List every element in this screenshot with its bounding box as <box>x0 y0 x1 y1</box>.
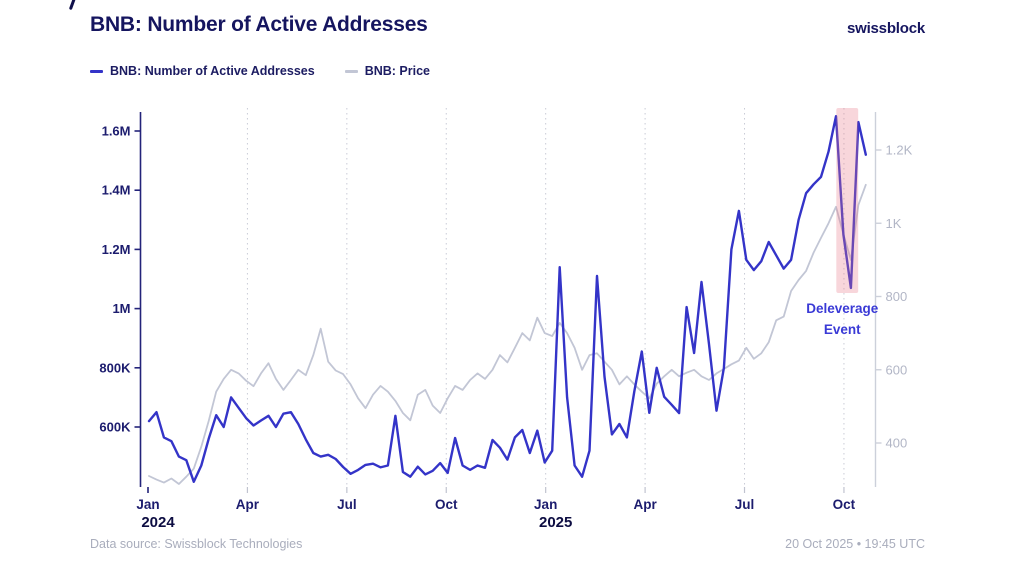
legend-item-price: BNB: Price <box>344 64 430 78</box>
deleverage-event-band <box>836 108 859 293</box>
right-axis-label: 400 <box>886 436 908 451</box>
series-line-price <box>148 183 867 485</box>
right-axis-label: 600 <box>886 362 908 377</box>
x-axis-label: Apr <box>236 497 260 512</box>
legend-dash-addresses-icon <box>90 69 103 73</box>
x-axis-year-label: 2025 <box>539 514 572 531</box>
deleverage-annotation-line1: Deleverage <box>806 301 879 316</box>
legend-label-price: BNB: Price <box>364 64 430 78</box>
legend-item-addresses: BNB: Number of Active Addresses <box>90 64 315 78</box>
brand-logo: swissblock <box>846 20 925 37</box>
x-axis-label: Oct <box>435 497 458 512</box>
timestamp-label: 20 Oct 2025 • 19:45 UTC <box>785 537 925 551</box>
legend-label-addresses: BNB: Number of Active Addresses <box>110 64 315 78</box>
data-source-label: Data source: Swissblock Technologies <box>90 537 303 551</box>
left-axis-label: 1M <box>112 301 130 316</box>
x-axis-label: Apr <box>633 497 657 512</box>
legend-dash-price-icon <box>344 69 358 73</box>
left-axis-label: 1.2M <box>102 242 131 257</box>
right-axis-label: 800 <box>886 289 908 304</box>
x-axis-label: Jul <box>337 497 357 512</box>
left-axis-label: 1.6M <box>102 124 131 139</box>
left-axis-label: 1.4M <box>102 183 131 198</box>
deleverage-annotation-line2: Event <box>824 322 861 337</box>
x-axis-year-label: 2024 <box>141 514 175 531</box>
left-axis-label: 600K <box>99 420 131 435</box>
chart-legend: BNB: Number of Active Addresses BNB: Pri… <box>90 64 460 78</box>
x-axis-label: Oct <box>833 497 856 512</box>
page-title: BNB: Number of Active Addresses <box>90 13 428 36</box>
right-axis-label: 1K <box>886 216 902 231</box>
series-line-active-addresses <box>147 114 867 483</box>
right-axis-label: 1.2K <box>886 143 913 158</box>
left-axis-label: 800K <box>99 360 131 375</box>
x-axis-label: Jan <box>136 497 159 512</box>
x-axis-label: Jan <box>534 497 557 512</box>
x-axis-label: Jul <box>735 497 755 512</box>
